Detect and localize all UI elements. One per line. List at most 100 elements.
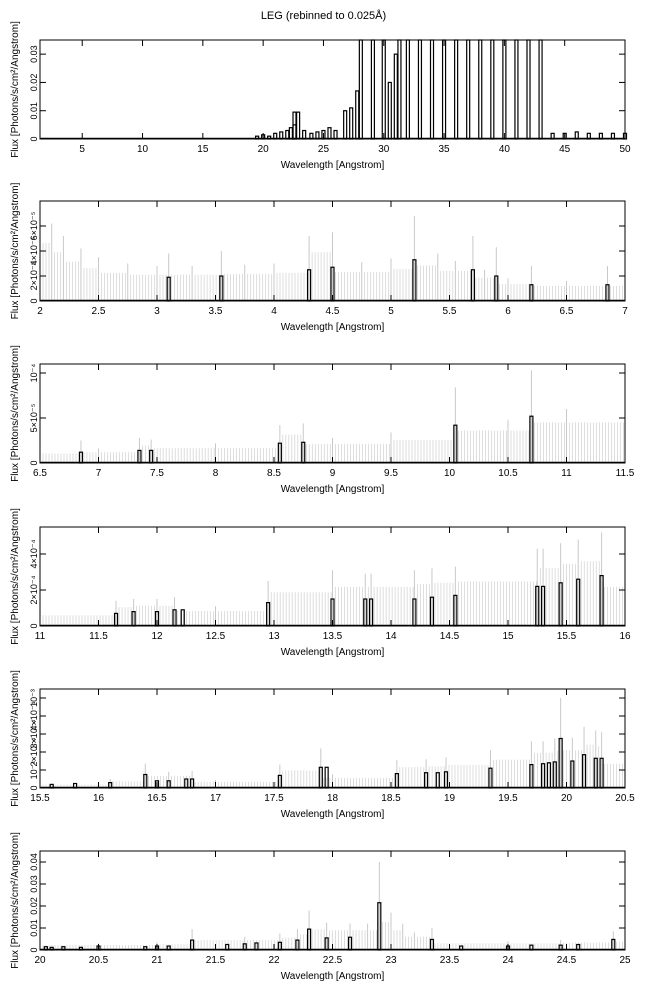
y-tick-label: 4×10⁻⁵ [29,236,39,265]
x-tick-label: 10 [137,144,149,155]
data-bar [381,39,386,140]
x-tick-label: 40 [499,144,511,155]
data-bar [454,39,459,140]
x-tick-label: 35 [439,144,451,155]
x-tick-label: 15 [197,144,209,155]
data-bar [441,39,447,140]
x-tick-label: 19.5 [498,793,518,804]
x-tick-label: 16.5 [147,793,167,804]
x-tick-label: 16 [619,631,631,642]
y-axis-label: Flux [Photons/s/cm²/Angstrom] [10,345,21,482]
x-axis-label: Wavelength [Angstrom] [281,647,385,658]
x-tick-label: 19 [444,793,456,804]
x-tick-label: 4 [271,306,277,317]
data-bar [429,39,435,140]
x-tick-label: 21 [151,955,163,966]
x-tick-label: 15.5 [557,631,577,642]
y-tick-label: 3×10⁻⁴ [29,719,39,748]
data-bar [435,772,440,789]
y-tick-label: 0.02 [29,897,39,915]
y-tick-label: 0.01 [29,102,39,120]
x-tick-label: 3.5 [209,306,223,317]
x-tick-label: 13 [268,631,280,642]
y-tick-label: 6×10⁻⁵ [29,211,39,240]
x-axis-label: Wavelength [Angstrom] [281,160,385,171]
y-tick-label: 0.03 [29,875,39,893]
errorbar-series [39,532,626,626]
x-tick-label: 20 [34,955,46,966]
spectrum-panel: 2 2.5 3 3.5 4 4.5 5 5.5 6 6.5 7 0 2×10⁻⁵4×10⁻⁵6×10⁻⁵… [10,182,628,333]
y-axis-label: Flux [Photons/s/cm²/Angstrom] [10,832,21,969]
y-tick-label: 2×10⁻⁴ [29,737,39,766]
x-tick-label: 20.5 [615,793,635,804]
y-tick-label: 10⁻³ [29,689,39,707]
errorbar-series [39,370,626,463]
y-tick-label: 0.04 [29,853,39,871]
y-axis-label: Flux [Photons/s/cm²/Angstrom] [10,182,21,319]
y-tick-label: 0.01 [29,919,39,937]
y-tick-label: 0 [29,947,39,952]
plot-frame [39,39,626,140]
x-tick-label: 11.5 [616,468,635,479]
x-axis-label: Wavelength [Angstrom] [281,322,385,333]
data-bar [393,53,398,140]
x-tick-label: 25 [619,955,631,966]
x-tick-label: 22.5 [323,955,343,966]
y-tick-label: 2×10⁻⁴ [29,575,39,604]
x-axis-label: Wavelength [Angstrom] [281,971,385,982]
data-bar [292,111,297,140]
data-bar [514,39,519,140]
errorbar-series [39,862,626,950]
data-bar [358,39,363,140]
x-tick-label: 6.5 [33,468,47,479]
y-tick-label: 0 [29,623,39,628]
x-tick-label: 8.5 [267,468,281,479]
y-tick-label: 0 [29,785,39,790]
x-tick-label: 10.5 [498,468,518,479]
x-tick-label: 10 [444,468,456,479]
data-bar [502,39,507,140]
x-tick-label: 7 [622,306,628,317]
x-tick-label: 6.5 [560,306,574,317]
data-bar [466,39,471,140]
x-tick-label: 14 [385,631,397,642]
y-tick-label: 0.03 [29,45,39,63]
x-tick-label: 18 [327,793,339,804]
x-axis-label: Wavelength [Angstrom] [281,809,385,820]
data-bar [180,609,185,627]
data-bar [184,778,189,789]
spectrum-panel: 6.5 7 7.5 8 8.5 9 9.5 10 10.5 11 11.5 0 5×10⁻⁵ 10⁻⁴ Wa… [10,345,635,495]
x-tick-label: 18.5 [381,793,401,804]
x-tick-label: 14.5 [440,631,460,642]
x-tick-label: 3 [154,306,160,317]
data-bar [349,107,354,140]
x-tick-label: 23 [385,955,397,966]
x-tick-label: 20 [561,793,573,804]
y-tick-label: 2×10⁻⁵ [29,261,39,290]
x-tick-label: 5 [388,306,394,317]
data-bar [302,129,307,140]
x-tick-label: 5 [79,144,85,155]
x-tick-label: 9 [330,468,336,479]
x-tick-label: 15.5 [30,793,50,804]
x-tick-label: 25 [318,144,330,155]
x-tick-label: 6 [505,306,511,317]
data-bar [538,39,543,140]
errorbar-series [39,698,626,788]
y-tick-label: 0.02 [29,74,39,92]
x-tick-label: 16 [93,793,105,804]
errorbar-series [39,216,626,301]
x-tick-label: 11 [561,468,572,479]
x-tick-label: 17 [210,793,222,804]
page-title: LEG (rebinned to 0.025Å) [260,10,387,22]
data-bar-series [255,39,628,140]
x-tick-label: 8 [213,468,219,479]
x-tick-label: 15 [502,631,514,642]
data-bar [405,39,410,140]
y-tick-label: 0 [29,460,39,465]
data-bar [490,39,495,140]
x-tick-label: 50 [619,144,631,155]
data-bar [333,129,338,140]
y-axis-label: Flux [Photons/s/cm²/Angstrom] [10,21,21,158]
data-bar [285,129,290,140]
